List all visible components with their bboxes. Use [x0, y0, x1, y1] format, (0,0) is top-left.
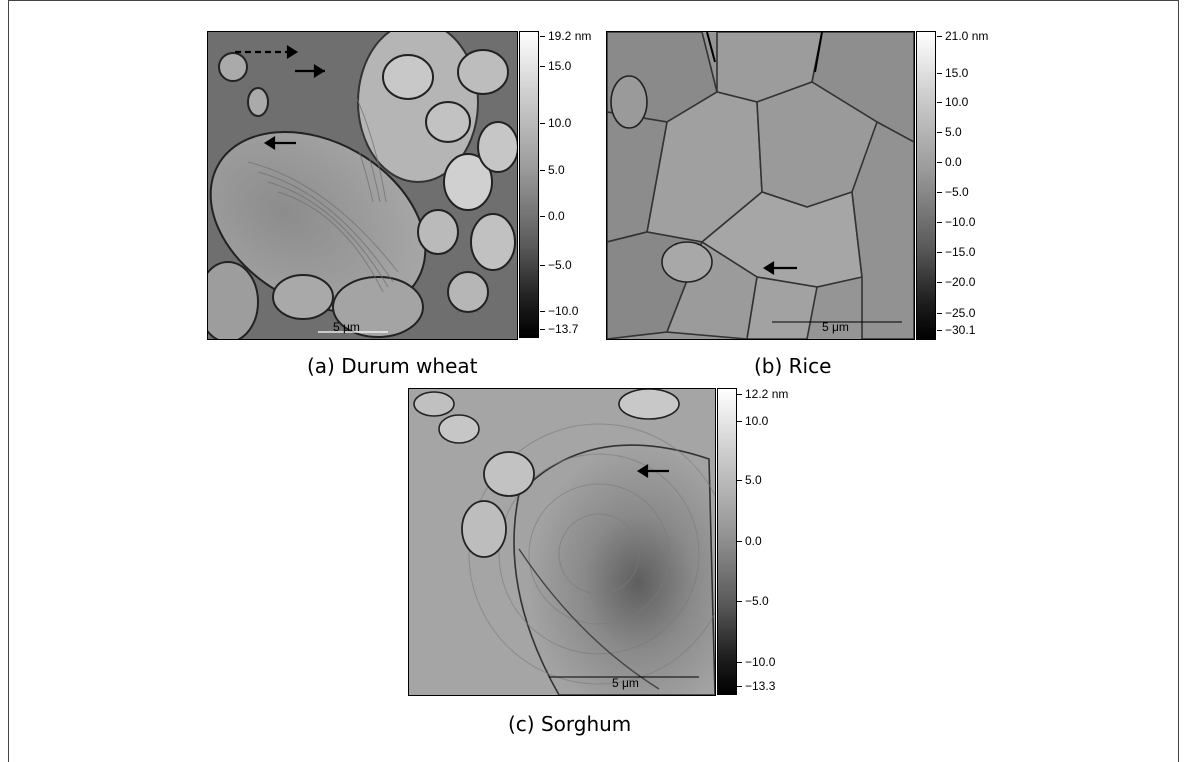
colorbar-a-tick: 19.2 nm — [539, 29, 592, 43]
scalebar-label-b: 5 μm — [822, 320, 849, 334]
colorbar-b-tick: −25.0 — [936, 306, 976, 320]
colorbar-a-tick: −13.7 — [539, 322, 579, 336]
colorbar-c-tick: 10.0 — [736, 414, 769, 428]
colorbar-b-tick: −30.1 — [936, 323, 976, 337]
colorbar-c-tick: 0.0 — [737, 534, 762, 548]
afm-image-sorghum — [408, 388, 716, 696]
colorbar-b-tick: 0.0 — [937, 155, 962, 169]
colorbar-c-tick: −5.0 — [737, 594, 769, 608]
afm-image-rice — [606, 31, 915, 340]
colorbar-a — [519, 31, 539, 338]
colorbar-b-tick: −10.0 — [936, 215, 976, 229]
colorbar-b-tick: −5.0 — [937, 185, 969, 199]
colorbar-c-tick: −10.0 — [736, 655, 776, 669]
scalebar-label-a: 5 μm — [333, 320, 360, 334]
figure-frame — [8, 0, 1179, 762]
colorbar-a-tick: 0.0 — [540, 209, 565, 223]
colorbar-c-tick: 12.2 nm — [736, 387, 789, 401]
caption-a: (a) Durum wheat — [307, 354, 478, 378]
colorbar-a-tick: 15.0 — [539, 59, 572, 73]
colorbar-b-tick: 5.0 — [937, 125, 962, 139]
afm-image-durum-wheat — [207, 31, 518, 340]
colorbar-b-tick: −15.0 — [936, 245, 976, 259]
colorbar-b-tick: −20.0 — [936, 275, 976, 289]
colorbar-a-tick: −10.0 — [539, 304, 579, 318]
caption-c: (c) Sorghum — [508, 712, 632, 736]
colorbar-c — [717, 388, 737, 695]
caption-b: (b) Rice — [754, 354, 832, 378]
colorbar-a-tick: −5.0 — [540, 258, 572, 272]
colorbar-b-tick: 21.0 nm — [936, 29, 989, 43]
scalebar-label-c: 5 μm — [612, 676, 639, 690]
colorbar-b — [916, 31, 936, 340]
colorbar-a-tick: 10.0 — [539, 116, 572, 130]
colorbar-c-tick: −13.3 — [736, 679, 776, 693]
colorbar-a-tick: 5.0 — [540, 163, 565, 177]
colorbar-b-tick: 15.0 — [936, 66, 969, 80]
colorbar-b-tick: 10.0 — [936, 95, 969, 109]
colorbar-c-tick: 5.0 — [737, 473, 762, 487]
